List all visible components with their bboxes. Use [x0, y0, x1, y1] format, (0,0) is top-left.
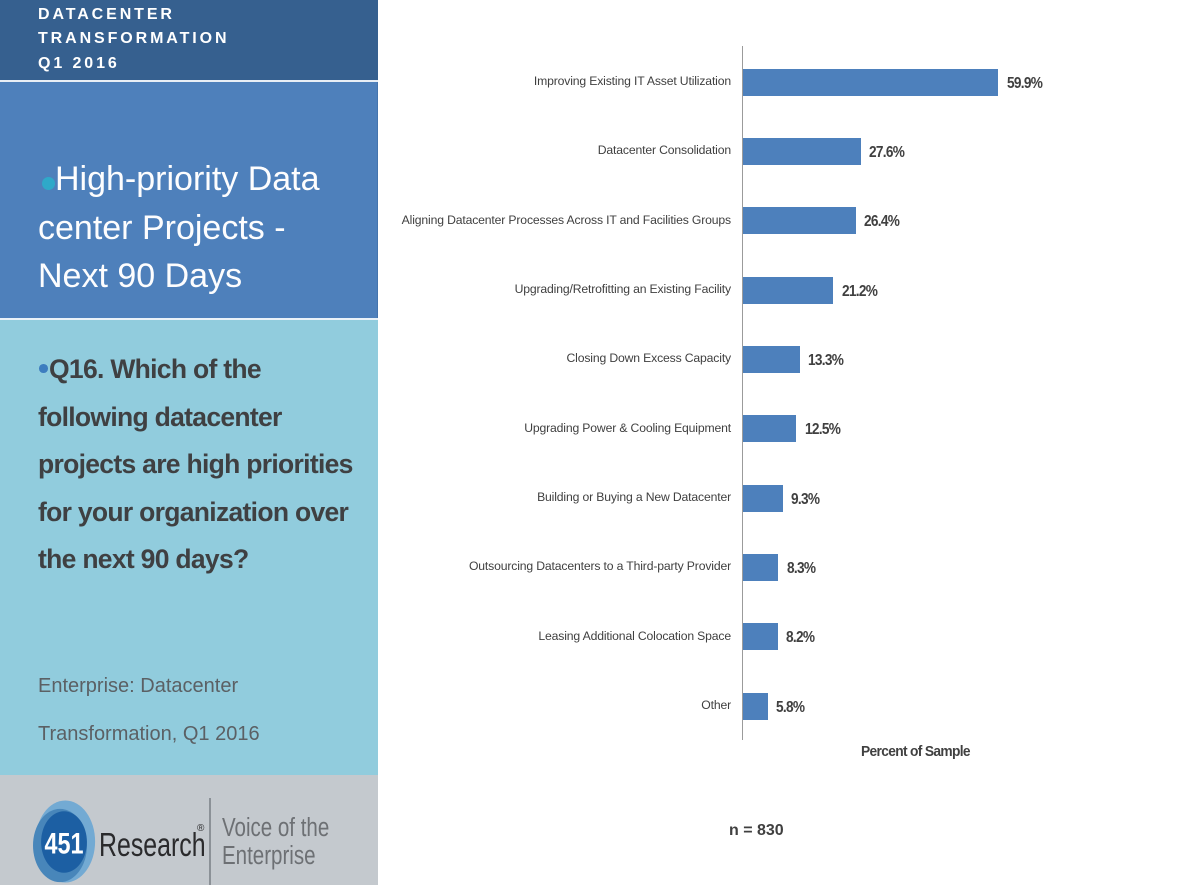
svg-text:®: ® — [197, 823, 205, 834]
svg-text:Enterprise: Enterprise — [222, 841, 316, 870]
svg-text:Voice of the: Voice of the — [222, 813, 329, 842]
svg-text:451: 451 — [44, 827, 83, 860]
svg-text:Research: Research — [99, 828, 206, 864]
